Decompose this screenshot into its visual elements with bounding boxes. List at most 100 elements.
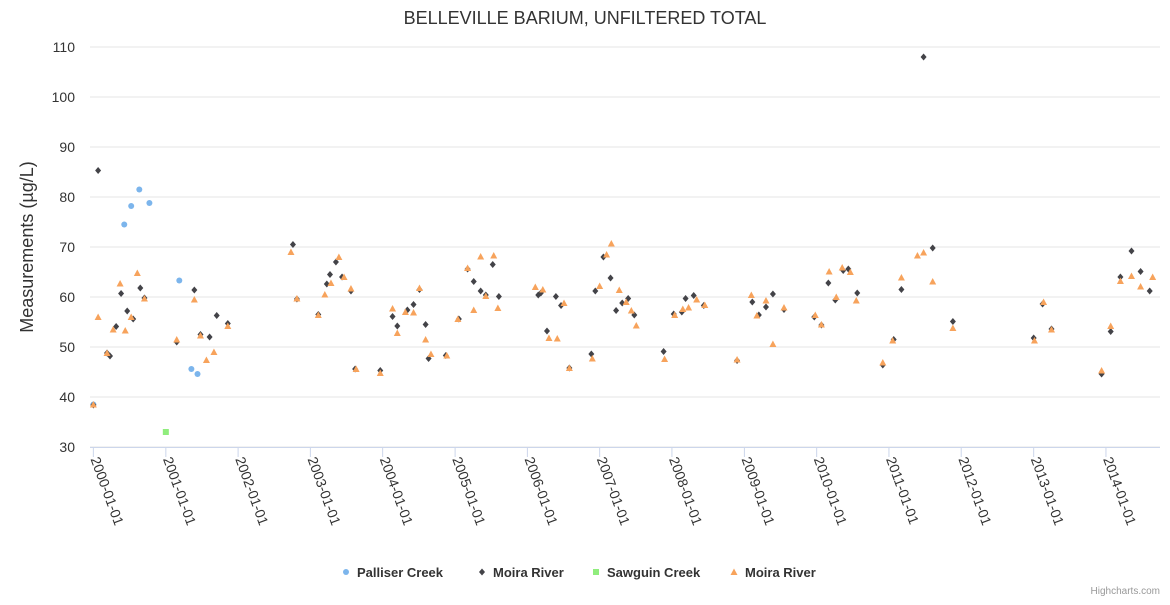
data-point	[489, 261, 496, 268]
data-point	[1127, 272, 1135, 279]
data-point	[321, 291, 329, 298]
data-point	[613, 307, 620, 314]
legend-item[interactable]: Palliser Creek	[343, 565, 444, 580]
data-point	[191, 286, 198, 294]
series-3	[162, 429, 169, 435]
data-point	[632, 322, 640, 329]
data-point	[1128, 247, 1135, 255]
y-tick-label: 30	[59, 439, 75, 455]
data-point	[188, 366, 195, 372]
legend: Palliser Creek Moira River Sawguin Creek Mo…	[343, 565, 816, 580]
data-point	[314, 311, 322, 318]
data-point	[173, 336, 181, 343]
data-point	[127, 313, 135, 320]
data-point	[817, 321, 825, 328]
data-point	[410, 301, 417, 308]
x-tick-label: 2002-01-01	[232, 455, 272, 528]
data-point	[811, 311, 819, 318]
y-tick-label: 80	[59, 189, 75, 205]
x-tick-label: 2000-01-01	[88, 455, 128, 528]
data-point	[202, 356, 210, 363]
data-point	[661, 355, 669, 362]
data-point	[427, 350, 435, 357]
data-point	[685, 304, 693, 311]
data-point	[825, 268, 833, 275]
legend-item[interactable]: Moira River	[730, 565, 816, 580]
data-point	[146, 200, 153, 206]
data-point	[733, 356, 741, 363]
y-tick-label: 90	[59, 139, 75, 155]
data-point	[531, 283, 539, 290]
data-point	[769, 290, 776, 298]
data-point	[780, 304, 788, 311]
data-point	[133, 269, 141, 276]
data-point	[929, 244, 936, 252]
data-point	[825, 279, 832, 287]
data-point	[769, 340, 777, 347]
data-point	[116, 280, 124, 287]
data-point	[118, 290, 125, 297]
data-point	[588, 355, 596, 362]
data-point	[103, 349, 111, 356]
data-point	[1098, 367, 1106, 374]
data-point	[920, 53, 927, 61]
legend-item[interactable]: Sawguin Creek	[593, 565, 701, 580]
data-point	[693, 296, 701, 303]
credits-link[interactable]: Highcharts.com	[1091, 586, 1160, 597]
data-point	[326, 271, 333, 278]
x-tick-label: 2006-01-01	[522, 455, 562, 528]
data-point	[464, 264, 472, 271]
legend-label: Moira River	[493, 565, 564, 580]
data-point	[94, 313, 102, 320]
data-point	[327, 279, 335, 286]
x-tick-label: 2014-01-01	[1100, 455, 1140, 528]
data-point	[394, 322, 401, 330]
data-point	[196, 332, 204, 339]
data-point	[224, 322, 232, 329]
data-point	[854, 289, 861, 297]
data-point	[140, 295, 148, 302]
legend-label: Palliser Creek	[357, 565, 444, 580]
x-axis: 2000-01-01 2001-01-01 2002-01-01 2003-01-01…	[88, 447, 1160, 528]
x-tick-label: 2013-01-01	[1028, 455, 1068, 528]
data-point	[190, 296, 198, 303]
y-tick-label: 100	[52, 89, 76, 105]
data-point	[592, 287, 599, 295]
data-point	[176, 277, 183, 284]
data-point	[897, 274, 905, 281]
data-point	[213, 312, 220, 319]
data-point	[332, 258, 339, 266]
data-point	[194, 371, 201, 377]
data-point	[376, 369, 384, 376]
data-point	[762, 303, 769, 311]
data-point	[470, 278, 477, 285]
data-point	[490, 252, 498, 259]
data-point	[454, 315, 462, 322]
data-point	[838, 264, 846, 271]
data-point	[679, 305, 687, 312]
legend-item[interactable]: Moira River	[479, 565, 564, 580]
legend-marker	[479, 568, 485, 576]
data-point	[690, 292, 697, 299]
data-point	[615, 286, 623, 293]
data-point	[340, 273, 348, 280]
data-point	[607, 240, 615, 247]
x-tick-label: 2001-01-01	[160, 455, 200, 528]
data-point	[749, 298, 756, 306]
y-tick-label: 70	[59, 239, 75, 255]
data-point	[552, 293, 559, 300]
legend-label: Moira River	[745, 565, 816, 580]
data-point	[1137, 283, 1145, 290]
data-point	[846, 268, 854, 275]
x-tick-label: 2008-01-01	[666, 455, 706, 528]
data-point	[293, 295, 301, 302]
y-axis-ticks: 30 40 50 60 70 80 90 100 110	[52, 39, 76, 455]
data-point	[682, 295, 689, 302]
y-tick-label: 40	[59, 389, 75, 405]
data-point	[121, 327, 129, 334]
data-point	[671, 311, 679, 318]
data-point	[553, 335, 561, 342]
grid-lines	[90, 46, 1160, 448]
data-point	[949, 318, 956, 325]
